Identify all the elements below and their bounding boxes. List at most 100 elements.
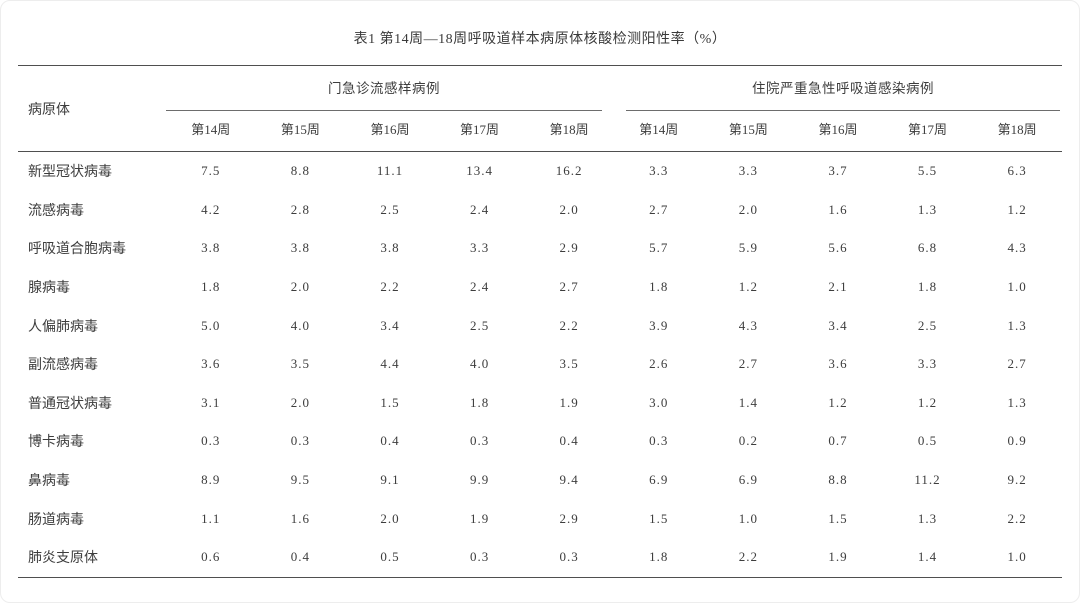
table-title: 表1 第14周—18周呼吸道样本病原体核酸检测阳性率（%）	[353, 32, 727, 47]
value-cell: 1.3	[917, 510, 938, 526]
value-cell: 2.7	[649, 201, 669, 217]
value-cell: 0.5	[345, 537, 435, 578]
pathogen-cell: 流感病毒	[27, 203, 84, 219]
value-cell: 3.3	[649, 163, 669, 179]
pathogen-cell: 腺病毒	[27, 281, 70, 297]
pathogen-cell: 肺炎支原体	[17, 537, 166, 578]
table-row: 人偏肺病毒 5.0 4.0 3.4 2.5 2.2 3.9 4.3 3.4 2.5 1.3	[18, 306, 1062, 345]
value-cell: 8.8	[290, 163, 310, 179]
value-cell: 3.7	[828, 163, 848, 179]
value-cell: 1.8	[613, 537, 704, 578]
value-cell: 1.8	[917, 279, 938, 295]
value-cell: 8.9	[201, 472, 221, 488]
value-cell: 11.2	[914, 472, 941, 488]
value-cell: 2.5	[917, 317, 938, 333]
value-cell: 4.0	[290, 317, 310, 333]
value-cell: 4.3	[738, 317, 758, 333]
value-cell: 5.9	[738, 240, 758, 256]
value-cell: 0.4	[559, 433, 579, 449]
value-cell: 3.3	[917, 356, 938, 372]
value-cell: 0.9	[1007, 433, 1027, 449]
week-header: 第14周	[613, 111, 704, 152]
value-cell: 2.0	[380, 510, 400, 526]
table-row: 肺炎支原体 0.6 0.4 0.5 0.3 0.3 1.8 2.2 1.9 1.4 1.0	[17, 537, 1062, 578]
value-cell: 2.7	[559, 279, 579, 295]
value-cell: 5.6	[828, 240, 848, 256]
value-cell: 1.5	[649, 510, 669, 526]
value-cell: 1.2	[1007, 201, 1027, 217]
value-cell: 0.4	[380, 433, 400, 449]
value-cell: 5.5	[917, 163, 938, 179]
value-cell: 1.1	[201, 510, 221, 526]
pathogen-cell: 呼吸道合胞病毒	[27, 242, 126, 258]
table-row: 鼻病毒 8.9 9.5 9.1 9.9 9.4 6.9 6.9 8.8 11.2 9.2	[18, 461, 1062, 500]
value-cell: 2.2	[559, 317, 579, 333]
value-cell: 2.0	[559, 201, 579, 217]
week-header: 第14周	[165, 111, 256, 152]
value-cell: 0.2	[738, 433, 758, 449]
value-cell: 6.9	[649, 472, 669, 488]
value-cell: 2.2	[380, 279, 400, 295]
value-cell: 8.8	[828, 472, 848, 488]
value-cell: 0.3	[649, 433, 669, 449]
value-cell: 3.6	[201, 356, 221, 372]
value-cell: 5.0	[201, 317, 221, 333]
value-cell: 6.9	[738, 472, 758, 488]
value-cell: 4.0	[469, 356, 490, 372]
value-cell: 11.1	[376, 163, 404, 179]
value-cell: 9.9	[469, 472, 490, 488]
value-cell: 2.0	[738, 201, 758, 217]
value-cell: 2.5	[380, 201, 400, 217]
value-cell: 1.2	[828, 394, 848, 410]
group-header-row: 病原体 门急诊流感样病例 住院严重急性呼吸道感染病例	[17, 65, 1062, 152]
value-cell: 1.2	[738, 279, 758, 295]
value-cell: 1.8	[201, 279, 221, 295]
value-cell: 1.3	[917, 201, 938, 217]
value-cell: 1.2	[917, 394, 938, 410]
value-cell: 1.8	[649, 279, 669, 295]
value-cell: 3.1	[201, 394, 221, 410]
value-cell: 1.4	[882, 537, 973, 578]
value-cell: 1.6	[290, 510, 310, 526]
value-cell: 9.1	[380, 472, 400, 488]
value-cell: 0.3	[524, 537, 614, 578]
value-cell: 2.4	[469, 201, 490, 217]
value-cell: 0.5	[917, 433, 938, 449]
value-cell: 1.9	[793, 537, 883, 578]
value-cell: 3.8	[290, 240, 310, 256]
table-row: 呼吸道合胞病毒 3.8 3.8 3.8 3.3 2.9 5.7 5.9 5.6 6.8 4.3	[18, 229, 1062, 268]
value-cell: 1.0	[738, 510, 758, 526]
value-cell: 3.5	[290, 356, 310, 372]
value-cell: 0.4	[255, 537, 346, 578]
value-cell: 13.4	[466, 163, 493, 179]
table-row: 博卡病毒 0.3 0.3 0.4 0.3 0.4 0.3 0.2 0.7 0.5 0.9	[18, 422, 1062, 461]
value-cell: 0.3	[201, 433, 221, 449]
value-cell: 0.3	[290, 433, 310, 449]
value-cell: 2.7	[738, 356, 758, 372]
value-cell: 2.0	[290, 394, 310, 410]
value-cell: 7.5	[201, 163, 221, 179]
table-row: 肠道病毒 1.1 1.6 2.0 1.9 2.9 1.5 1.0 1.5 1.3 2.2	[18, 499, 1062, 538]
value-cell: 2.7	[1007, 356, 1027, 372]
value-cell: 3.8	[380, 240, 400, 256]
value-cell: 2.8	[290, 201, 310, 217]
value-cell: 1.0	[972, 537, 1062, 578]
value-cell: 3.4	[380, 317, 400, 333]
group-header-hospitalized-sari: 住院严重急性呼吸道感染病例	[614, 66, 1062, 111]
value-cell: 0.3	[469, 433, 490, 449]
week-header: 第15周	[703, 111, 794, 152]
pathogen-cell: 副流感病毒	[27, 358, 98, 374]
week-header: 第15周	[255, 111, 346, 152]
table-row: 腺病毒 1.8 2.0 2.2 2.4 2.7 1.8 1.2 2.1 1.8 1.0	[18, 268, 1062, 307]
group-header-hospitalized-sari-label: 住院严重急性呼吸道感染病例	[625, 66, 1060, 111]
value-cell: 4.4	[380, 356, 400, 372]
value-cell: 0.6	[165, 537, 256, 578]
value-cell: 4.2	[201, 201, 221, 217]
value-cell: 3.9	[649, 317, 669, 333]
positivity-table: 病原体 门急诊流感样病例 住院严重急性呼吸道感染病例 第14周 第15周 第16…	[17, 65, 1062, 578]
value-cell: 3.3	[738, 163, 758, 179]
pathogen-cell: 人偏肺病毒	[27, 319, 98, 335]
value-cell: 2.2	[1007, 510, 1027, 526]
pathogen-cell: 肠道病毒	[27, 512, 84, 528]
